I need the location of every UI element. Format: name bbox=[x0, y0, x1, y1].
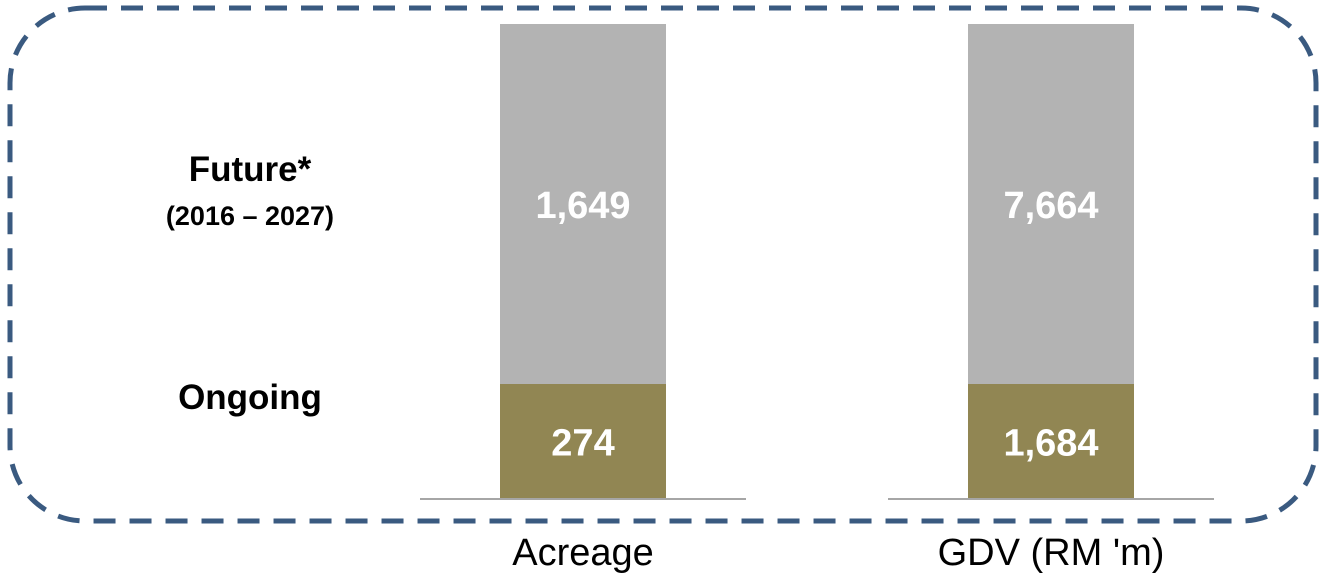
bar-ongoing-1 bbox=[968, 384, 1134, 499]
category-label-gdv: GDV (RM 'm) bbox=[937, 532, 1165, 574]
legend-future-label: Future* bbox=[188, 150, 312, 189]
bar-future-1 bbox=[968, 24, 1134, 384]
bar-ongoing-0 bbox=[500, 384, 666, 499]
legend-ongoing-label: Ongoing bbox=[178, 378, 322, 417]
category-label-acreage: Acreage bbox=[512, 532, 654, 574]
data-label-ongoing-0: 274 bbox=[551, 423, 614, 465]
data-label-future-1: 7,664 bbox=[1003, 185, 1098, 227]
data-label-ongoing-1: 1,684 bbox=[1003, 423, 1098, 465]
data-label-future-0: 1,649 bbox=[535, 185, 630, 227]
bars-layer: 1,649 274 7,664 1,684 bbox=[420, 24, 1214, 500]
legend-future-period: (2016 – 2027) bbox=[165, 201, 335, 231]
dashed-frame bbox=[7, 5, 1319, 524]
bar-future-0 bbox=[500, 24, 666, 384]
